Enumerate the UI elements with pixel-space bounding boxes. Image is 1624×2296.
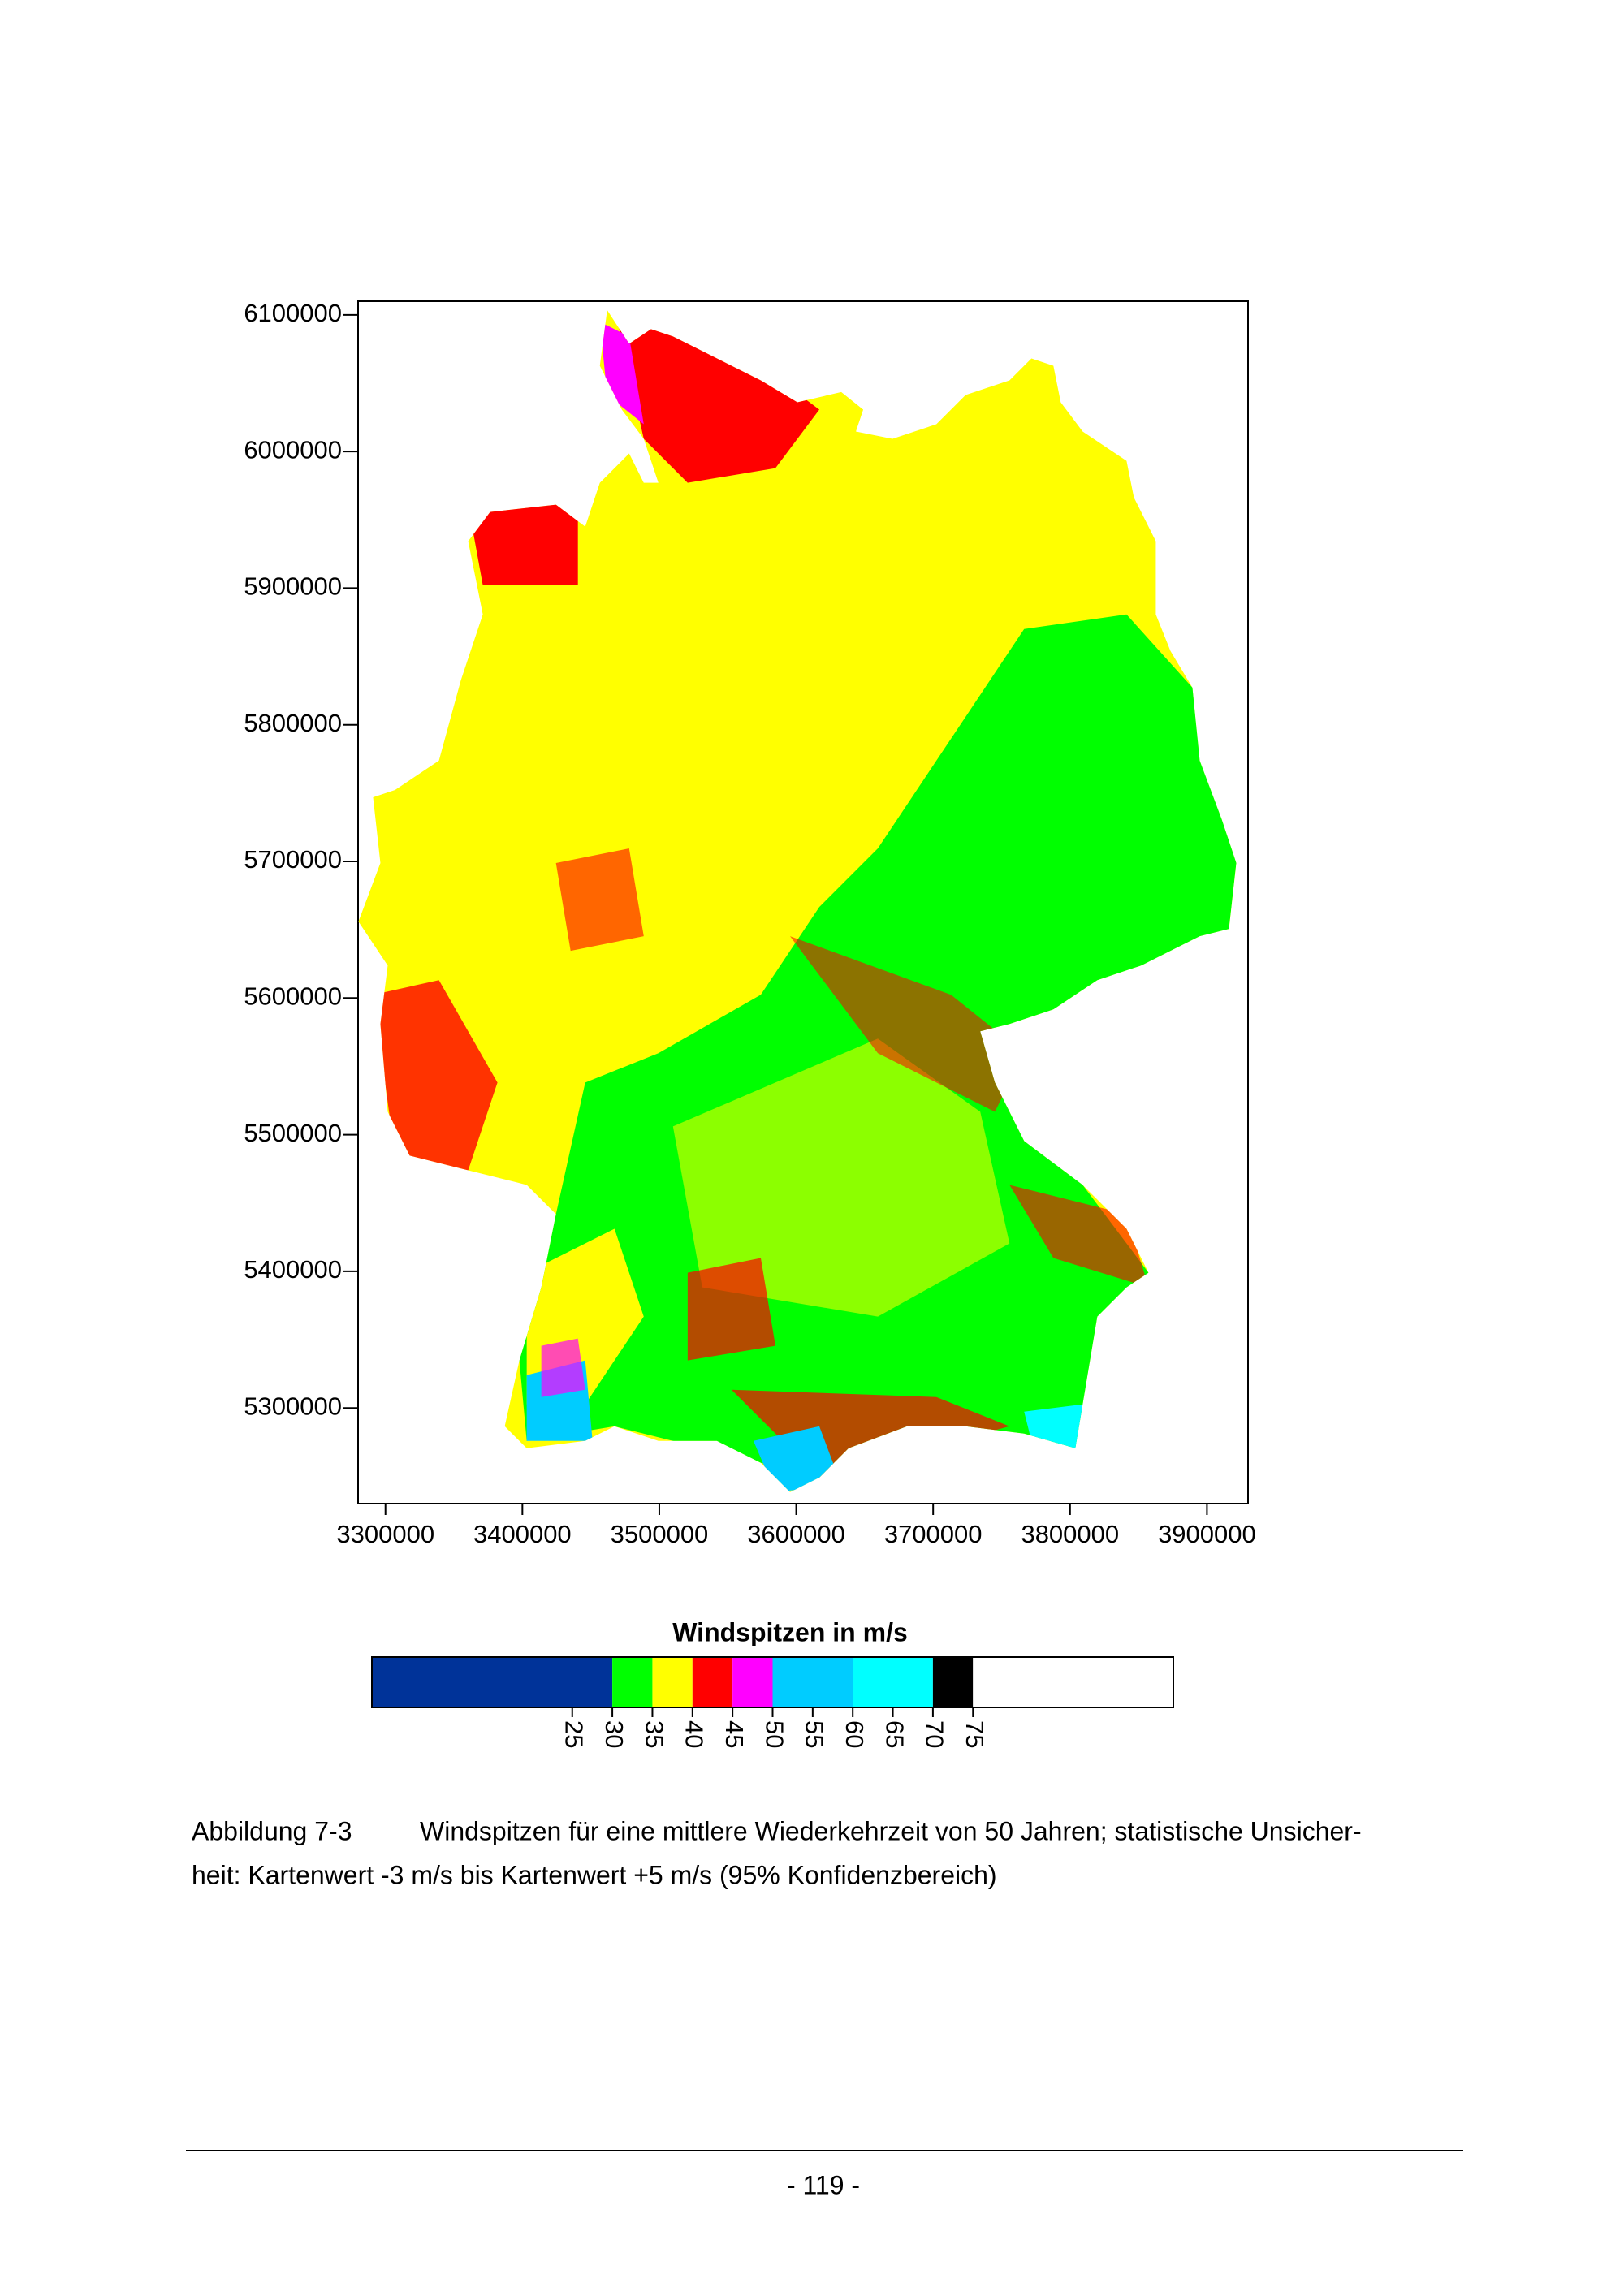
colorbar-tick-label: 75 (961, 1720, 989, 1748)
map-region (373, 980, 498, 1171)
y-tick-label: 6100000 (244, 299, 342, 327)
colorbar-tick-label: 25 (560, 1720, 589, 1748)
map-region (599, 322, 644, 425)
caption-label: Abbildung 7-3 (192, 1816, 352, 1845)
y-tick-label: 6000000 (244, 435, 342, 464)
colorbar-segment (932, 1657, 974, 1707)
colorbar-tick-label: 65 (880, 1720, 909, 1748)
colorbar-segment (973, 1657, 1173, 1707)
colorbar-segment (652, 1657, 693, 1707)
x-tick-label: 3600000 (747, 1520, 845, 1548)
colorbar-tick-label: 60 (840, 1720, 869, 1748)
map-region (468, 504, 578, 585)
colorbar-segment (612, 1657, 653, 1707)
y-tick-label: 5600000 (244, 982, 342, 1010)
x-tick-label: 3900000 (1158, 1520, 1256, 1548)
y-tick-label: 5900000 (244, 572, 342, 601)
map-region (672, 1038, 1010, 1317)
map-region (541, 1338, 585, 1397)
map-region (687, 1258, 775, 1361)
colorbar-segment (692, 1657, 733, 1707)
colorbar-tick-label: 55 (801, 1720, 829, 1748)
colorbar-tick-label: 35 (640, 1720, 668, 1748)
y-tick-label: 5300000 (244, 1392, 342, 1420)
colorbar-title: Windspitzen in m/s (672, 1617, 908, 1646)
x-tick-label: 3400000 (473, 1520, 572, 1548)
x-tick-label: 3300000 (336, 1520, 434, 1548)
y-tick-label: 5400000 (244, 1255, 342, 1284)
page-number: - 119 - (787, 2170, 860, 2199)
y-tick-label: 5800000 (244, 709, 342, 737)
colorbar-tick-label: 40 (680, 1720, 709, 1748)
map-region (555, 848, 644, 952)
colorbar-tick-label: 30 (600, 1720, 628, 1748)
caption-line: heit: Kartenwert -3 m/s bis Kartenwert +… (192, 1860, 997, 1889)
y-tick-label: 5700000 (244, 845, 342, 874)
map-region (753, 1426, 842, 1492)
colorbar-tick-label: 45 (720, 1720, 749, 1748)
y-tick-label: 5500000 (244, 1119, 342, 1147)
x-tick-label: 3700000 (884, 1520, 983, 1548)
x-tick-label: 3800000 (1021, 1520, 1119, 1548)
caption-line: Windspitzen für eine mittlere Wiederkehr… (420, 1816, 1362, 1845)
colorbar-segment (772, 1657, 853, 1707)
x-tick-label: 3500000 (611, 1520, 709, 1548)
colorbar-tick-label: 70 (921, 1720, 949, 1748)
map-region (614, 309, 820, 483)
colorbar-segment (372, 1657, 613, 1707)
colorbar-segment (853, 1657, 933, 1707)
colorbar-segment (732, 1657, 773, 1707)
map-region (789, 936, 1025, 1112)
map-region (1009, 1185, 1149, 1288)
colorbar-tick-label: 50 (760, 1720, 788, 1748)
